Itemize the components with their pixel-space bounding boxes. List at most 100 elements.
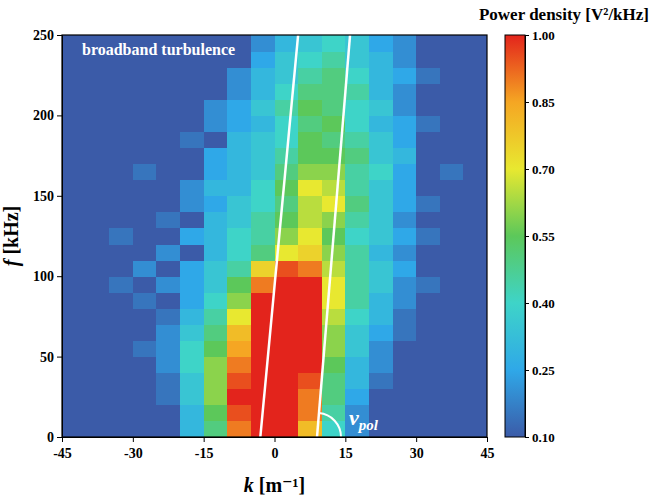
cell [369,196,393,213]
y-tick: 0 [47,430,62,445]
cell [393,115,417,132]
cell [156,389,180,406]
cell [463,357,487,374]
cell [133,180,157,197]
cell [156,180,180,197]
x-tick-label: 0 [272,446,279,461]
cell [463,51,487,68]
cell [156,212,180,229]
cell [369,228,393,245]
cell [393,51,417,68]
cell [180,196,204,213]
cell [204,131,228,148]
cell [227,292,251,309]
cell [275,324,299,341]
cell [133,373,157,390]
cell [298,131,322,148]
cell [298,324,322,341]
cell [345,357,369,374]
cell [369,51,393,68]
cell [440,35,464,52]
colorbar-tick-mark [525,370,529,371]
cell [416,180,440,197]
cell [298,357,322,374]
cell [369,164,393,181]
cell [322,389,346,406]
cell [298,148,322,165]
cell [251,260,275,277]
cell [251,83,275,100]
cell [416,99,440,116]
cell [86,131,110,148]
x-tick-label: 45 [481,446,495,461]
cell [109,212,133,229]
cell [298,228,322,245]
cell [251,148,275,165]
cell [440,405,464,422]
cell [109,405,133,422]
cell [463,308,487,325]
cell [463,260,487,277]
cell [62,308,86,325]
cell [62,341,86,358]
cell [156,115,180,132]
cell [298,244,322,261]
cell [227,373,251,390]
cell [251,341,275,358]
chart: -45-30-150153045050100150200250k [m⁻¹]f … [0,0,655,503]
cell [440,357,464,374]
cell [109,276,133,293]
cell [133,421,157,437]
y-tick: 200 [33,108,62,123]
cell [251,35,275,52]
cell [345,196,369,213]
colorbar-tick: 0.40 [525,296,555,311]
cell [416,244,440,261]
cell [109,373,133,390]
cell [275,405,299,422]
cell [275,357,299,374]
cell [62,373,86,390]
y-tick-mark [57,276,62,277]
cell [86,212,110,229]
cell [133,131,157,148]
cell [180,67,204,84]
cell [463,389,487,406]
cell [251,196,275,213]
cell [227,212,251,229]
colorbar-tick-label: 0.55 [532,229,555,244]
cell [180,405,204,422]
cell [227,196,251,213]
cell [180,164,204,181]
x-tick-mark [345,437,346,442]
cell [393,180,417,197]
cell [109,421,133,437]
colorbar-tick-mark [525,303,529,304]
cell [416,357,440,374]
cell [156,196,180,213]
cell [62,228,86,245]
cell [463,276,487,293]
cell [62,389,86,406]
cell [227,83,251,100]
cell [298,276,322,293]
y-tick-label: 250 [33,28,54,43]
cell [62,405,86,422]
cell [227,341,251,358]
cell [204,83,228,100]
cell [393,357,417,374]
cell [463,212,487,229]
cell [156,373,180,390]
cell [227,308,251,325]
x-tick: -45 [53,437,72,461]
cell [133,308,157,325]
cell [86,276,110,293]
annotation-main: v [349,405,359,430]
cell [204,164,228,181]
colorbar-tick-label: 0.85 [532,95,555,110]
angle-arc [319,413,341,437]
cell [416,341,440,358]
cell [62,131,86,148]
y-tick-mark [57,35,62,36]
cell [227,99,251,116]
